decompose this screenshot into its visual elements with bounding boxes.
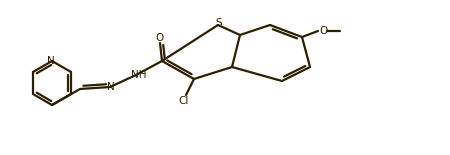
Text: N: N [107,82,115,92]
Text: Cl: Cl [179,96,189,106]
Text: O: O [156,33,164,43]
Text: O: O [319,26,327,36]
Text: S: S [216,18,222,28]
Text: N: N [47,56,55,66]
Text: NH: NH [131,70,147,80]
